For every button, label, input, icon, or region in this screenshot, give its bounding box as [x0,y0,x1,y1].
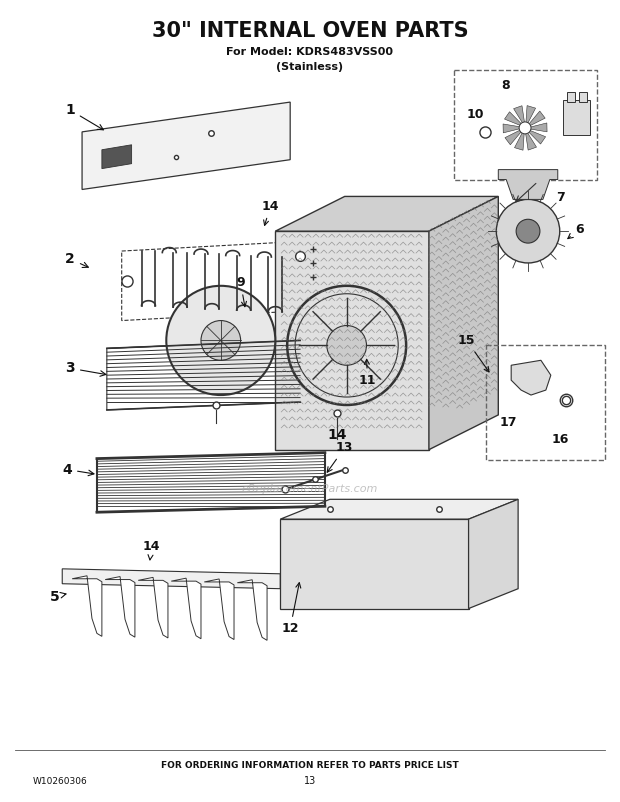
Polygon shape [82,102,290,189]
Text: (Stainless): (Stainless) [277,63,343,72]
Circle shape [201,321,241,360]
Polygon shape [526,111,545,128]
Polygon shape [469,500,518,609]
Polygon shape [97,452,325,512]
Polygon shape [62,569,280,589]
Text: 11: 11 [359,359,376,387]
Text: 10: 10 [467,108,484,121]
Text: 13: 13 [304,776,316,786]
Text: W10260306: W10260306 [32,777,87,786]
Polygon shape [513,106,525,126]
Text: 17: 17 [500,416,517,429]
Bar [454,71,598,180]
Text: 2: 2 [65,252,88,268]
Circle shape [516,219,540,243]
Polygon shape [105,577,135,637]
Polygon shape [275,196,498,231]
Text: 7: 7 [556,191,565,204]
Polygon shape [505,111,524,127]
Circle shape [327,326,366,365]
Text: 14: 14 [262,200,279,225]
Text: 1: 1 [65,103,104,130]
Polygon shape [429,196,498,450]
Circle shape [497,200,560,263]
Polygon shape [280,519,469,609]
Text: 4: 4 [63,463,94,476]
Bar [487,346,605,460]
Polygon shape [102,145,131,168]
Polygon shape [138,577,168,638]
Text: 16: 16 [552,433,569,446]
Text: 30" INTERNAL OVEN PARTS: 30" INTERNAL OVEN PARTS [152,21,468,41]
Polygon shape [527,123,547,132]
Text: For Model: KDRS483VSS00: For Model: KDRS483VSS00 [226,47,394,58]
Polygon shape [505,128,523,145]
Polygon shape [525,130,536,150]
Text: 5: 5 [50,589,66,604]
Bar [578,92,587,102]
Text: 12: 12 [281,583,301,635]
Bar [563,100,590,135]
Text: 6: 6 [568,223,584,239]
Text: 3: 3 [65,361,106,376]
Text: 13: 13 [327,441,353,472]
Text: 8: 8 [501,79,510,91]
Polygon shape [171,578,201,638]
Polygon shape [107,340,300,410]
Polygon shape [275,231,429,450]
Text: FOR ORDERING INFORMATION REFER TO PARTS PRICE LIST: FOR ORDERING INFORMATION REFER TO PARTS … [161,761,459,770]
Circle shape [166,286,275,395]
Text: 14: 14 [327,427,347,442]
Circle shape [519,122,531,134]
Polygon shape [503,124,523,133]
Text: 14: 14 [143,541,160,560]
Polygon shape [237,580,267,640]
Polygon shape [498,169,558,200]
Polygon shape [511,360,551,395]
Text: eReplacementParts.com: eReplacementParts.com [242,484,378,494]
Bar [567,92,575,102]
Polygon shape [526,106,536,126]
Polygon shape [72,576,102,636]
Text: 9: 9 [236,277,247,306]
Polygon shape [204,579,234,639]
Polygon shape [526,129,546,144]
Polygon shape [515,130,525,150]
Text: 15: 15 [458,334,489,372]
Polygon shape [280,500,518,519]
